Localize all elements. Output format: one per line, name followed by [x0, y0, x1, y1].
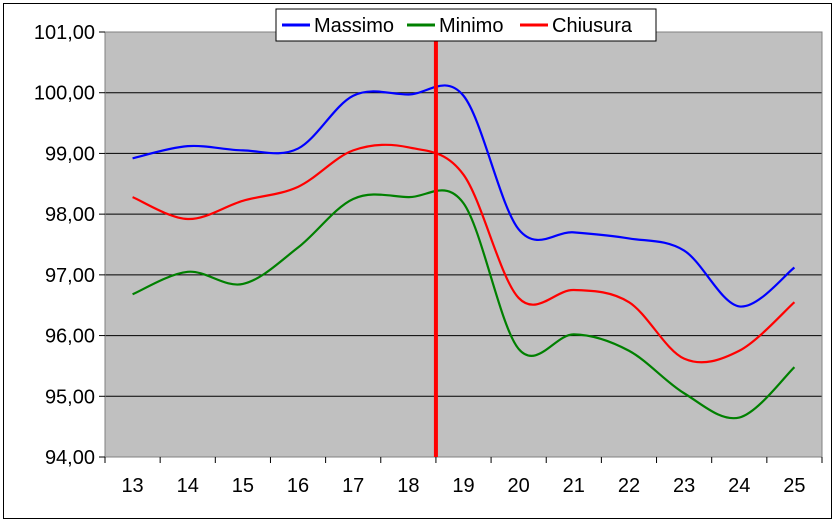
x-tick-label: 19	[452, 475, 474, 497]
legend-box	[275, 8, 657, 42]
x-tick-label: 20	[508, 475, 530, 497]
series-lines	[132, 84, 796, 420]
legend: Massimo Minimo Chiusura	[275, 8, 657, 42]
x-tick-label: 23	[673, 475, 695, 497]
y-tick-label: 100,00	[34, 83, 95, 105]
y-tick-label: 95,00	[45, 386, 95, 408]
x-tick-label: 16	[287, 475, 309, 497]
x-tick-label: 17	[342, 475, 364, 497]
x-tick-label: 15	[232, 475, 254, 497]
y-tick-label: 98,00	[45, 204, 95, 226]
y-tick-label: 94,00	[45, 447, 95, 469]
series-line-chiusura	[132, 143, 796, 364]
x-tick-label: 25	[783, 475, 805, 497]
legend-label: Chiusura	[552, 15, 633, 37]
x-tick-label: 18	[397, 475, 419, 497]
y-tick-label: 99,00	[45, 143, 95, 165]
x-tick-label: 22	[618, 475, 640, 497]
y-tick-label: 96,00	[45, 326, 95, 348]
x-tick-label: 13	[121, 475, 143, 497]
y-tick-label: 97,00	[45, 265, 95, 287]
y-tick-label: 101,00	[34, 22, 95, 44]
series-line-minimo	[132, 189, 796, 420]
x-tick-label: 24	[728, 475, 750, 497]
x-axis-ticks: 13 14 15 16 17 18 19 20 21 22 23 24 25	[104, 457, 823, 497]
plot-area	[105, 32, 822, 457]
y-axis-ticks: 94,00 95,00 96,00 97,00 98,00 99,00 100,00 101,…	[34, 22, 105, 469]
x-tick-label: 21	[563, 475, 585, 497]
axes	[104, 31, 823, 458]
x-tick-label: 14	[177, 475, 199, 497]
legend-label: Massimo	[314, 15, 394, 37]
legend-label: Minimo	[439, 15, 503, 37]
series-line-massimo	[132, 84, 796, 308]
